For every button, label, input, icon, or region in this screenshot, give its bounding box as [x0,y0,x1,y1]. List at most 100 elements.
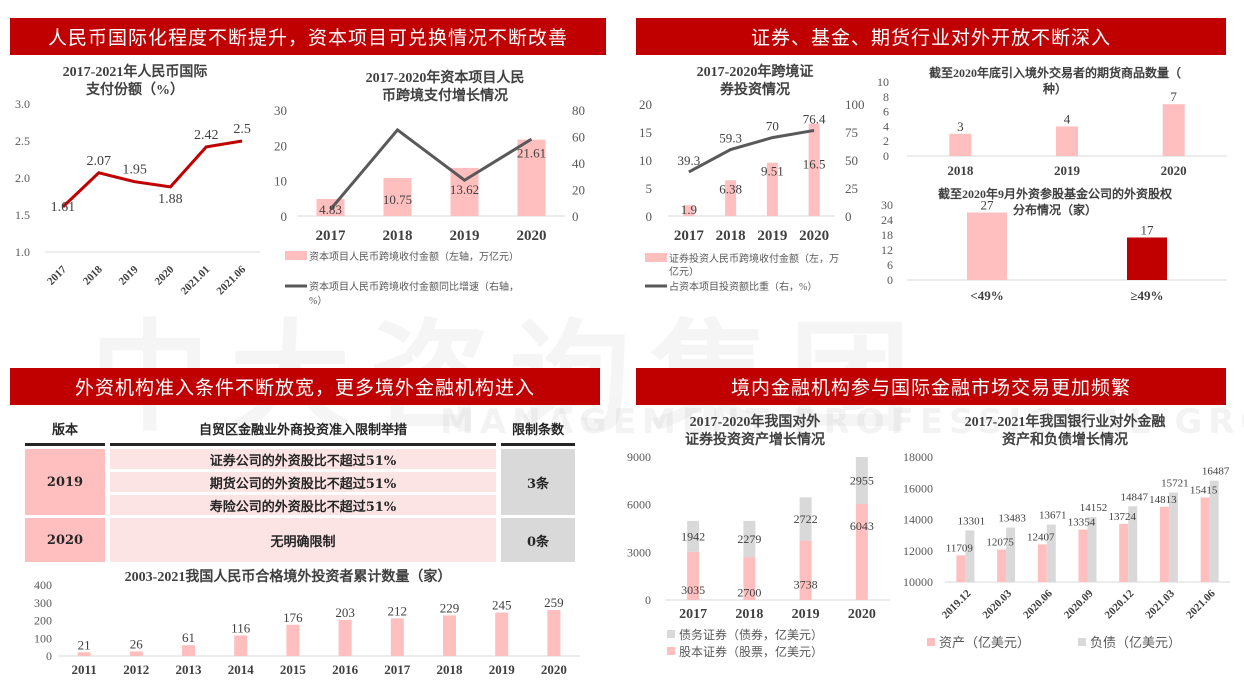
chart-title: 2003-2021我国人民币合格境外投资者累计数量（家） [125,568,452,585]
svg-text:76.4: 76.4 [803,111,826,126]
svg-text:80: 80 [572,103,585,118]
svg-text:75: 75 [845,125,858,140]
svg-text:15721: 15721 [1161,478,1189,490]
bar [547,610,561,656]
svg-text:2018: 2018 [81,263,105,287]
svg-text:100: 100 [34,631,52,645]
svg-text:2021.03: 2021.03 [1143,587,1177,621]
svg-text:2021.06: 2021.06 [1184,587,1218,621]
svg-text:2019: 2019 [792,607,820,622]
svg-text:2700: 2700 [737,586,761,600]
svg-text:2021.01: 2021.01 [179,264,213,298]
svg-text:资本项目人民币跨境收付金额（左轴，万亿元）: 资本项目人民币跨境收付金额（左轴，万亿元） [309,250,519,263]
svg-text:负债（亿美元）: 负债（亿美元） [1090,635,1181,650]
svg-text:10: 10 [274,174,287,189]
svg-text:12075: 12075 [986,537,1014,549]
svg-text:12: 12 [881,243,893,257]
svg-text:股本证券（股票，亿美元）: 股本证券（股票，亿美元） [679,644,823,659]
bar-debt [855,457,868,504]
svg-text:0: 0 [883,149,889,163]
svg-text:11709: 11709 [946,542,974,554]
svg-text:6000: 6000 [627,498,651,512]
chart-title: 2017-2020年资本项目人民 [366,69,525,86]
col-header-count: 限制条数 [501,413,575,446]
svg-text:14000: 14000 [903,513,933,527]
svg-text:0: 0 [845,209,852,224]
svg-text:229: 229 [440,600,460,615]
bar [766,162,778,216]
svg-text:证券投资人民币跨境收付金额（左，万: 证券投资人民币跨境收付金额（左，万 [669,252,839,265]
svg-text:300: 300 [34,596,52,610]
svg-text:2020.03: 2020.03 [980,587,1014,621]
chart-rqfii: 2003-2021我国人民币合格境外投资者累计数量（家） 0 100 200 300 40… [34,568,580,677]
bar-liabilities [1128,506,1138,582]
svg-text:10.75: 10.75 [383,192,412,207]
svg-text:2.0: 2.0 [15,171,30,185]
svg-text:9000: 9000 [627,450,651,464]
svg-text:2016: 2016 [332,662,359,677]
svg-text:2020.12: 2020.12 [1103,587,1137,621]
svg-text:<49%: <49% [970,288,1003,303]
svg-text:3: 3 [957,119,964,134]
bar [967,212,1007,280]
svg-text:21.61: 21.61 [517,146,546,161]
measure-cell: 证券公司的外资股比不超过51% [110,449,496,469]
svg-text:债务证券（债券，亿美元）: 债务证券（债券，亿美元） [679,627,823,642]
svg-text:20: 20 [274,138,287,153]
svg-text:2020: 2020 [517,228,547,244]
svg-text:5: 5 [646,181,653,196]
access-rules-table: 版本 自贸区金融业外商投资准入限制举措 限制条数 2019 证券公司的外资股比不… [20,410,580,565]
svg-text:6.38: 6.38 [719,181,742,196]
svg-text:7: 7 [1170,89,1177,104]
bar-assets [956,555,966,582]
bar-equity [799,540,812,600]
bar [517,139,546,216]
banner-rmb-internationalization: 人民币国际化程度不断提升，资本项目可兑换情况不断改善 [10,18,606,55]
bar [495,612,509,656]
svg-text:24: 24 [881,213,893,227]
svg-text:0: 0 [646,209,653,224]
bar-equity [687,551,700,600]
svg-text:116: 116 [231,620,251,635]
svg-text:10: 10 [639,153,652,168]
svg-text:13483: 13483 [998,513,1026,525]
svg-text:16487: 16487 [1202,466,1230,478]
table-row: 寿险公司的外资股比不超过51% [25,495,575,515]
bar-debt [687,520,700,552]
svg-text:2018: 2018 [383,228,413,244]
chart-title: 2017-2021年人民币国际 [63,63,208,80]
svg-text:0: 0 [572,209,579,224]
chart-title: 券投资情况 [720,81,790,98]
svg-text:2019: 2019 [450,228,480,244]
svg-text:60: 60 [572,130,585,145]
svg-text:14847: 14847 [1120,491,1148,503]
bar-liabilities [1087,517,1097,582]
svg-text:50: 50 [845,153,858,168]
svg-text:9.51: 9.51 [761,164,784,179]
bar [1127,237,1167,280]
svg-text:1942: 1942 [681,529,705,543]
bar-assets [1078,529,1088,582]
svg-text:1.88: 1.88 [158,192,183,207]
svg-text:20: 20 [639,97,652,112]
chart-title: 2017-2020年跨境证 [697,63,814,80]
svg-text:13301: 13301 [958,515,986,527]
svg-text:2.07: 2.07 [87,154,112,169]
svg-text:1.9: 1.9 [681,202,697,217]
bar [182,645,195,656]
svg-text:2020: 2020 [799,228,829,244]
chart-title: 币跨境支付增长情况 [382,87,508,104]
svg-text:2017: 2017 [384,662,411,677]
svg-text:2013: 2013 [176,662,203,677]
chart-futures-products: 截至2020年底引入境外交易者的期货商品数量（种）024681032018420… [877,65,1227,178]
svg-text:2019.12: 2019.12 [940,587,974,621]
svg-text:10000: 10000 [903,575,933,589]
bar [390,618,404,656]
svg-text:100: 100 [845,97,865,112]
svg-text:13724: 13724 [1108,511,1136,523]
svg-text:13354: 13354 [1068,517,1096,529]
svg-text:12407: 12407 [1027,531,1055,543]
svg-text:2019: 2019 [489,662,516,677]
svg-text:400: 400 [34,578,52,592]
